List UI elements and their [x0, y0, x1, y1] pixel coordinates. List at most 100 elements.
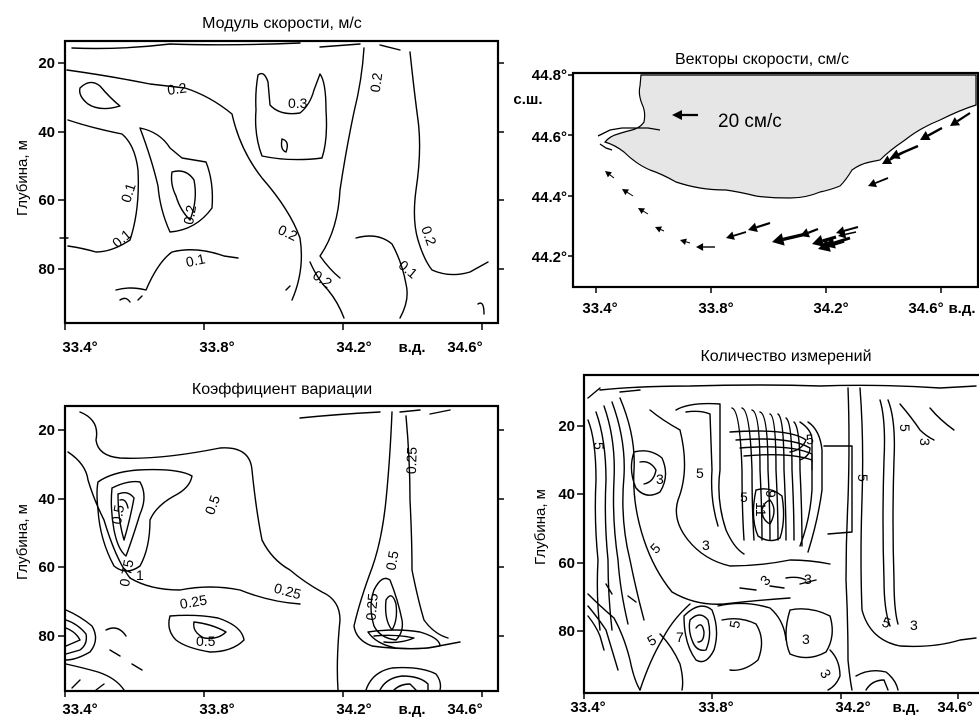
- panel-vectors-xtick-33.8: 33.8°: [698, 300, 733, 317]
- panel-speed-contours: [59, 42, 489, 319]
- panel-count-clabel-2: 5: [696, 465, 704, 481]
- panel-count-clabel-11: 3: [917, 438, 933, 446]
- panel-speed-ylabel: Глубина, м: [14, 140, 31, 216]
- panel-vectors-ytick-44.6: 44.6°: [532, 129, 567, 146]
- velocity-vector-11: [838, 230, 857, 239]
- panel-count-clabel-17: 7: [676, 629, 684, 645]
- panel-count-xtick-34.6: 34.6°: [937, 699, 972, 716]
- velocity-vector-14: [696, 243, 715, 251]
- panel-count-xtick-33.4: 33.4°: [570, 699, 605, 716]
- panel-variation-xticks: [64, 691, 483, 697]
- panel-count-clabel-6: 5: [805, 431, 814, 448]
- panel-variation-yticks: [58, 429, 504, 637]
- panel-speed-ytick-80: 80: [38, 261, 55, 278]
- panel-vectors-ytick-44.2: 44.2°: [532, 249, 567, 266]
- panel-speed-yticks: [58, 62, 504, 270]
- panel-count-clabel-4: 3: [702, 537, 710, 553]
- panel-speed-clabel-6: 0.1: [184, 250, 207, 270]
- panel-vectors-lon-unit: в.д.: [948, 300, 975, 317]
- panel-vectors-ytick-44.8: 44.8°: [532, 67, 567, 84]
- panel-count: Количество измерений Глубина, м 20 40 60…: [532, 348, 979, 716]
- panel-variation-frame: [63, 404, 500, 693]
- panel-vectors-xtick-34.2: 34.2°: [813, 300, 848, 317]
- panel-vectors-xtick-34.6: 34.6°: [908, 300, 943, 317]
- panel-count-clabel-14: 3: [910, 617, 918, 633]
- panel-count-xtick-33.8: 33.8°: [698, 699, 733, 716]
- panel-speed-xtick-34.6: 34.6°: [447, 339, 482, 356]
- panel-vectors-ticks: [568, 74, 942, 293]
- panel-variation-clabel-7: 0.5: [196, 633, 216, 649]
- panel-variation-xunit: в.д.: [398, 701, 425, 718]
- panel-variation-clabel-6: 0.25: [272, 580, 303, 603]
- panel-count-yticks: [577, 425, 584, 632]
- panel-vectors-scale-arrow: [672, 110, 698, 120]
- panel-variation-clabel-4: 1: [136, 567, 144, 583]
- panel-variation-title: Коэффициент вариации: [192, 381, 372, 398]
- panel-speed-title: Модуль скорости, м/с: [202, 15, 362, 32]
- panel-speed-clabel-10: 0.2: [418, 224, 440, 248]
- panel-count-clabel-13: 5: [855, 474, 871, 482]
- panel-count-xticks: [583, 693, 959, 699]
- panel-variation-clabel-2: 0.5: [108, 503, 127, 525]
- velocity-vector-1: [920, 126, 943, 141]
- panel-variation-clabel-9: 0.5: [382, 549, 401, 571]
- panel-vectors-lat-unit: с.ш.: [513, 91, 542, 108]
- velocity-vector-9: [772, 232, 807, 246]
- panel-variation-clabel-1: 0.5: [201, 493, 223, 517]
- panel-variation-xtick-34.2: 34.2°: [336, 701, 371, 718]
- panel-variation-ylabel: Глубина, м: [14, 504, 31, 580]
- velocity-vector-6: [812, 234, 837, 247]
- panel-speed-xtick-33.4: 33.4°: [62, 339, 97, 356]
- panel-vectors-frame: [571, 71, 979, 289]
- velocity-vector-15: [680, 238, 691, 245]
- panel-count-frame: [582, 373, 979, 695]
- panel-variation-clabel-8: 0.25: [362, 592, 380, 621]
- panel-count-clabel-19: 5: [726, 619, 743, 630]
- panel-count-contours: [587, 384, 977, 691]
- panel-count-xunit: в.д.: [892, 699, 919, 716]
- panel-vectors-ytick-44.4: 44.4°: [532, 189, 567, 206]
- panel-speed-ytick-60: 60: [38, 192, 55, 209]
- panel-vectors-xtick-33.4: 33.4°: [582, 300, 617, 317]
- velocity-vector-4: [868, 177, 889, 188]
- panel-vectors-scale-label: 20 см/с: [718, 111, 782, 132]
- velocity-vector-8: [824, 236, 851, 249]
- panel-variation-ytick-80: 80: [38, 628, 55, 645]
- panel-speed-clabel-3: 0.1: [109, 226, 134, 251]
- panel-speed-clabel-2: 0.1: [117, 181, 138, 205]
- panel-speed-clabel-1: 0.3: [288, 95, 308, 111]
- panel-speed-xunit: в.д.: [398, 339, 425, 356]
- panel-count-clabel-7: 11: [753, 502, 769, 517]
- panel-variation-clabel-5: 0.25: [179, 591, 209, 612]
- panel-variation-ytick-40: 40: [38, 491, 55, 508]
- panel-count-ytick-40: 40: [558, 486, 575, 503]
- panel-count-clabel-16: 5: [644, 631, 659, 649]
- panel-count-xtick-34.2: 34.2°: [835, 699, 870, 716]
- panel-count-clabel-10: 5: [897, 424, 913, 432]
- panel-count-ytick-60: 60: [558, 555, 575, 572]
- panel-count-ylabel: Глубина, м: [532, 489, 549, 565]
- panel-variation-xtick-34.6: 34.6°: [447, 701, 482, 718]
- panel-speed-xticks: [64, 323, 483, 330]
- panel-speed-clabel-5: 0.2: [276, 221, 301, 244]
- panel-count-ytick-80: 80: [558, 623, 575, 640]
- panel-speed-clabel-0: 0.2: [166, 79, 188, 98]
- velocity-vector-19: [605, 171, 615, 179]
- panel-variation-contour-labels: 0.25 0.5 0.5 0.75 1 0.25 0.25 0.5 0.25 0…: [108, 446, 420, 649]
- panel-count-clabel-15: 5: [880, 613, 893, 631]
- velocity-vector-16: [655, 226, 665, 233]
- panel-speed-ytick-20: 20: [38, 55, 55, 72]
- panel-variation-xtick-33.8: 33.8°: [199, 701, 234, 718]
- panel-vectors-coast: [597, 127, 661, 151]
- panel-speed-contour-labels: 0.2 0.3 0.1 0.1 0.2 0.2 0.1 0.2 0.1 0.2 …: [109, 72, 440, 292]
- velocity-vector-13: [726, 231, 747, 240]
- panel-speed-ytick-40: 40: [38, 124, 55, 141]
- velocity-vector-12: [748, 221, 771, 232]
- panel-speed: Модуль скорости, м/с Глубина, м 20 40 60…: [14, 15, 504, 356]
- panel-variation-clabel-0: 0.25: [403, 446, 420, 474]
- panel-vectors: Векторы скорости, см/с с.ш. 44.8° 44.6° …: [513, 51, 979, 317]
- velocity-vector-18: [622, 189, 634, 197]
- panel-variation: Коэффициент вариации Глубина, м 20 40 60…: [14, 381, 504, 718]
- panel-vectors-land: [603, 74, 977, 199]
- panel-speed-clabel-4: 0.2: [180, 204, 199, 226]
